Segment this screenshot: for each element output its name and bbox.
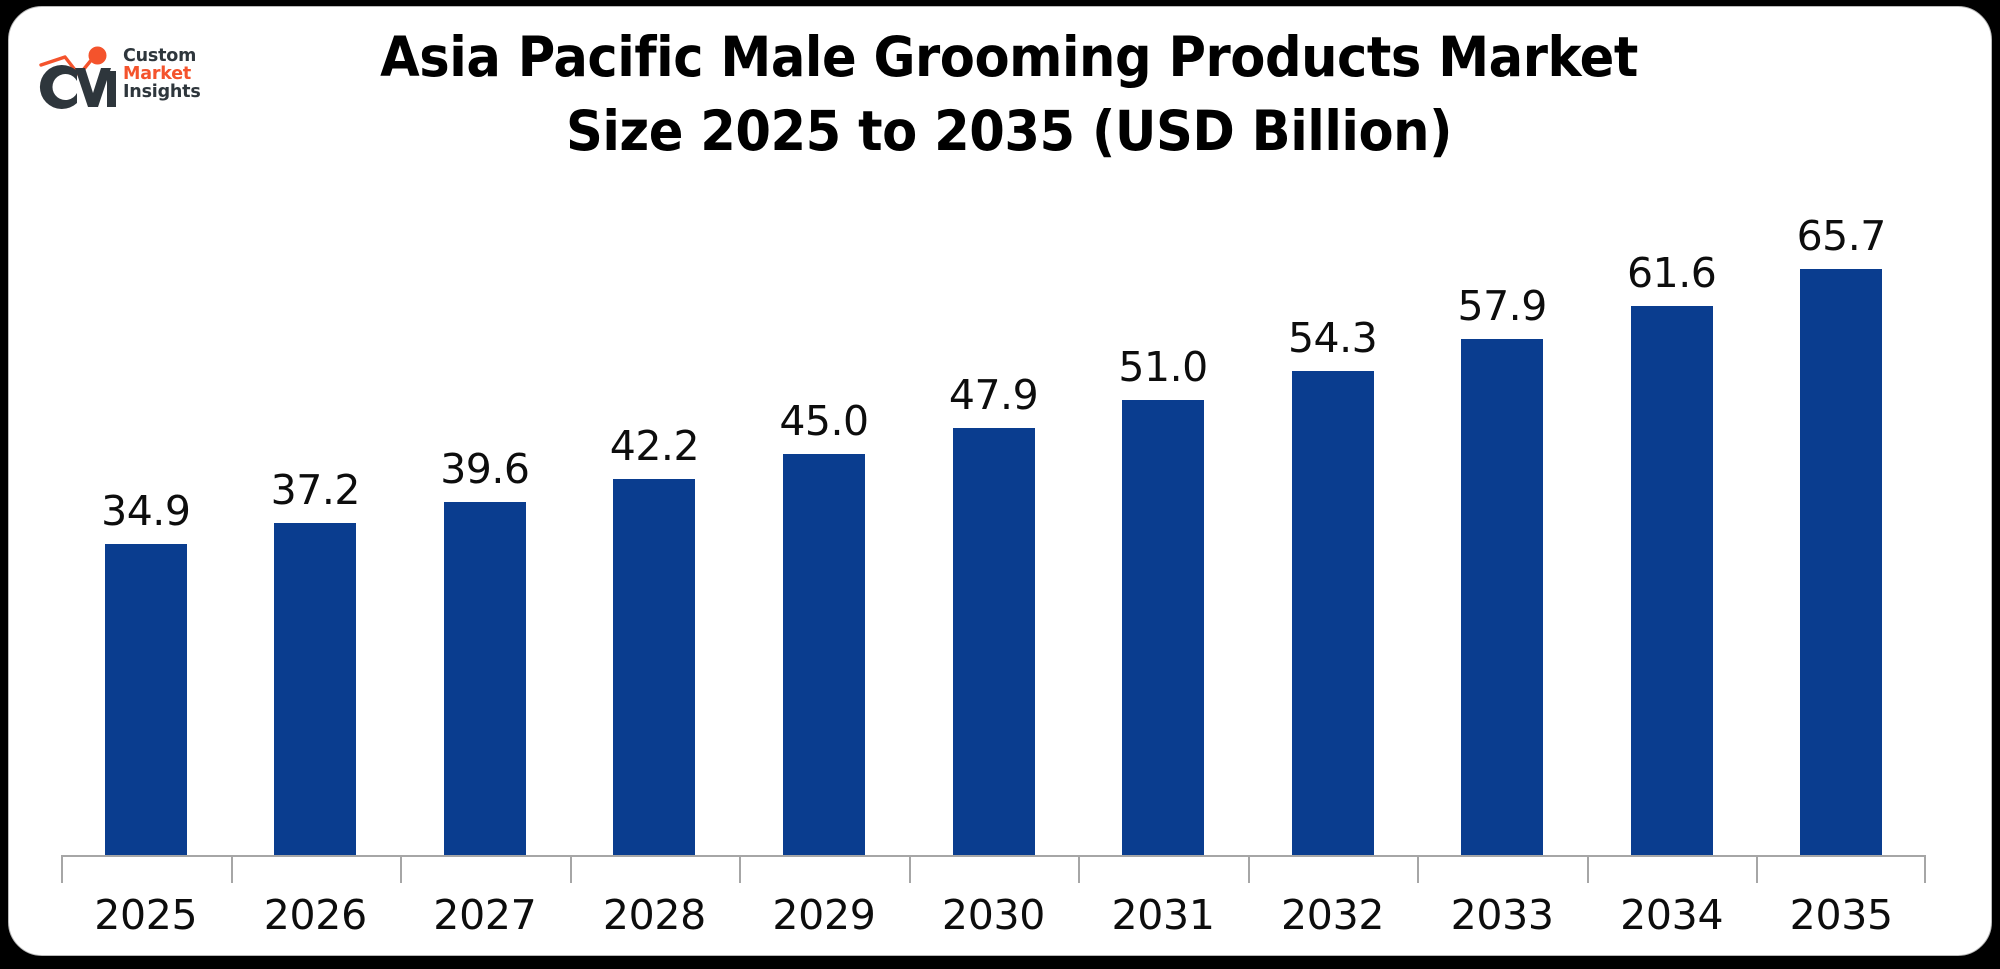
axis-tick [230, 855, 233, 883]
chart-card: Custom Market Insights Asia Pacific Male… [8, 6, 1992, 956]
bar-slot: 37.2 [231, 177, 401, 855]
bar-value-label: 51.0 [1118, 343, 1208, 392]
bar-slot: 39.6 [400, 177, 570, 855]
bar-value-label: 57.9 [1457, 281, 1548, 330]
bar-value-label: 45.0 [779, 396, 869, 445]
x-axis-label: 2027 [433, 891, 537, 939]
plot-area: 34.9 37.2 39.6 42.2 45.0 47.9 51.0 54.3 57.9 61.6… [61, 177, 1926, 857]
bar-slot: 54.3 [1248, 177, 1418, 855]
axis-tick [1586, 855, 1589, 883]
bar[interactable] [1122, 400, 1205, 855]
axis-tick [908, 855, 911, 883]
axis-tick [1247, 855, 1250, 883]
bar[interactable] [613, 478, 696, 855]
bar[interactable] [1800, 269, 1883, 855]
logo-line-insights: Insights [123, 82, 201, 103]
x-axis-label: 2026 [263, 891, 367, 939]
bar-value-label: 42.2 [609, 421, 700, 470]
axis-tick [1924, 855, 1926, 883]
bar-value-label: 61.6 [1627, 248, 1717, 297]
axis-tick [1078, 855, 1081, 883]
axis-tick [1756, 855, 1759, 883]
x-axis-label: 2030 [941, 891, 1046, 939]
logo-wordmark: Custom Market Insights [123, 47, 233, 102]
title-line-2: Size 2025 to 2035 (USD Billion) [565, 98, 1453, 163]
bar[interactable] [274, 523, 357, 855]
page-title: Asia Pacific Male Grooming Products Mark… [159, 21, 1859, 168]
bar-slot: 57.9 [1417, 177, 1587, 855]
x-axis-label: 2032 [1281, 891, 1385, 939]
bar[interactable] [104, 543, 187, 855]
bar-slot: 65.7 [1756, 177, 1926, 855]
bar-value-label: 65.7 [1796, 212, 1887, 260]
bar-slot: 34.9 [61, 177, 231, 855]
bar-series: 34.9 37.2 39.6 42.2 45.0 47.9 51.0 54.3 57.9 61.6… [61, 177, 1926, 855]
x-axis-ticks [61, 855, 1926, 889]
x-axis-label: 2028 [602, 891, 706, 939]
bar-slot: 61.6 [1587, 177, 1757, 855]
x-axis-labels: 2025 2026 2027 2028 2029 2030 2031 2032 2033 2034… [61, 891, 1926, 951]
bar-value-label: 39.6 [440, 444, 530, 493]
bar[interactable] [1461, 338, 1544, 855]
x-axis-label: 2035 [1789, 891, 1893, 939]
x-axis-label: 2033 [1450, 891, 1554, 939]
x-axis-label: 2031 [1111, 891, 1215, 939]
bar-slot: 45.0 [739, 177, 909, 855]
axis-tick [739, 855, 742, 883]
axis-tick [400, 855, 403, 883]
title-line-1: Asia Pacific Male Grooming Products Mark… [380, 25, 1638, 89]
x-axis-label: 2034 [1620, 891, 1724, 939]
x-axis-label: 2029 [772, 891, 876, 939]
logo-line-market: Market [123, 64, 192, 85]
axis-tick [1417, 855, 1420, 883]
bar-value-label: 47.9 [948, 370, 1039, 419]
axis-tick [569, 855, 572, 883]
bar-slot: 51.0 [1078, 177, 1248, 855]
x-axis-line [61, 855, 1926, 857]
bar-slot: 42.2 [570, 177, 740, 855]
bar[interactable] [1630, 305, 1713, 855]
cmi-logo-mark [39, 46, 116, 110]
axis-tick [61, 855, 63, 883]
logo: Custom Market Insights [35, 35, 235, 117]
bar[interactable] [782, 453, 865, 855]
x-axis-label: 2025 [94, 891, 198, 939]
bar[interactable] [1291, 370, 1374, 855]
bar-slot: 47.9 [909, 177, 1079, 855]
bar-value-label: 37.2 [270, 466, 361, 515]
bar-value-label: 54.3 [1287, 313, 1378, 362]
logo-line-custom: Custom [123, 46, 197, 66]
bar[interactable] [952, 427, 1035, 855]
bar[interactable] [443, 501, 526, 855]
bar-value-label: 34.9 [101, 486, 191, 535]
